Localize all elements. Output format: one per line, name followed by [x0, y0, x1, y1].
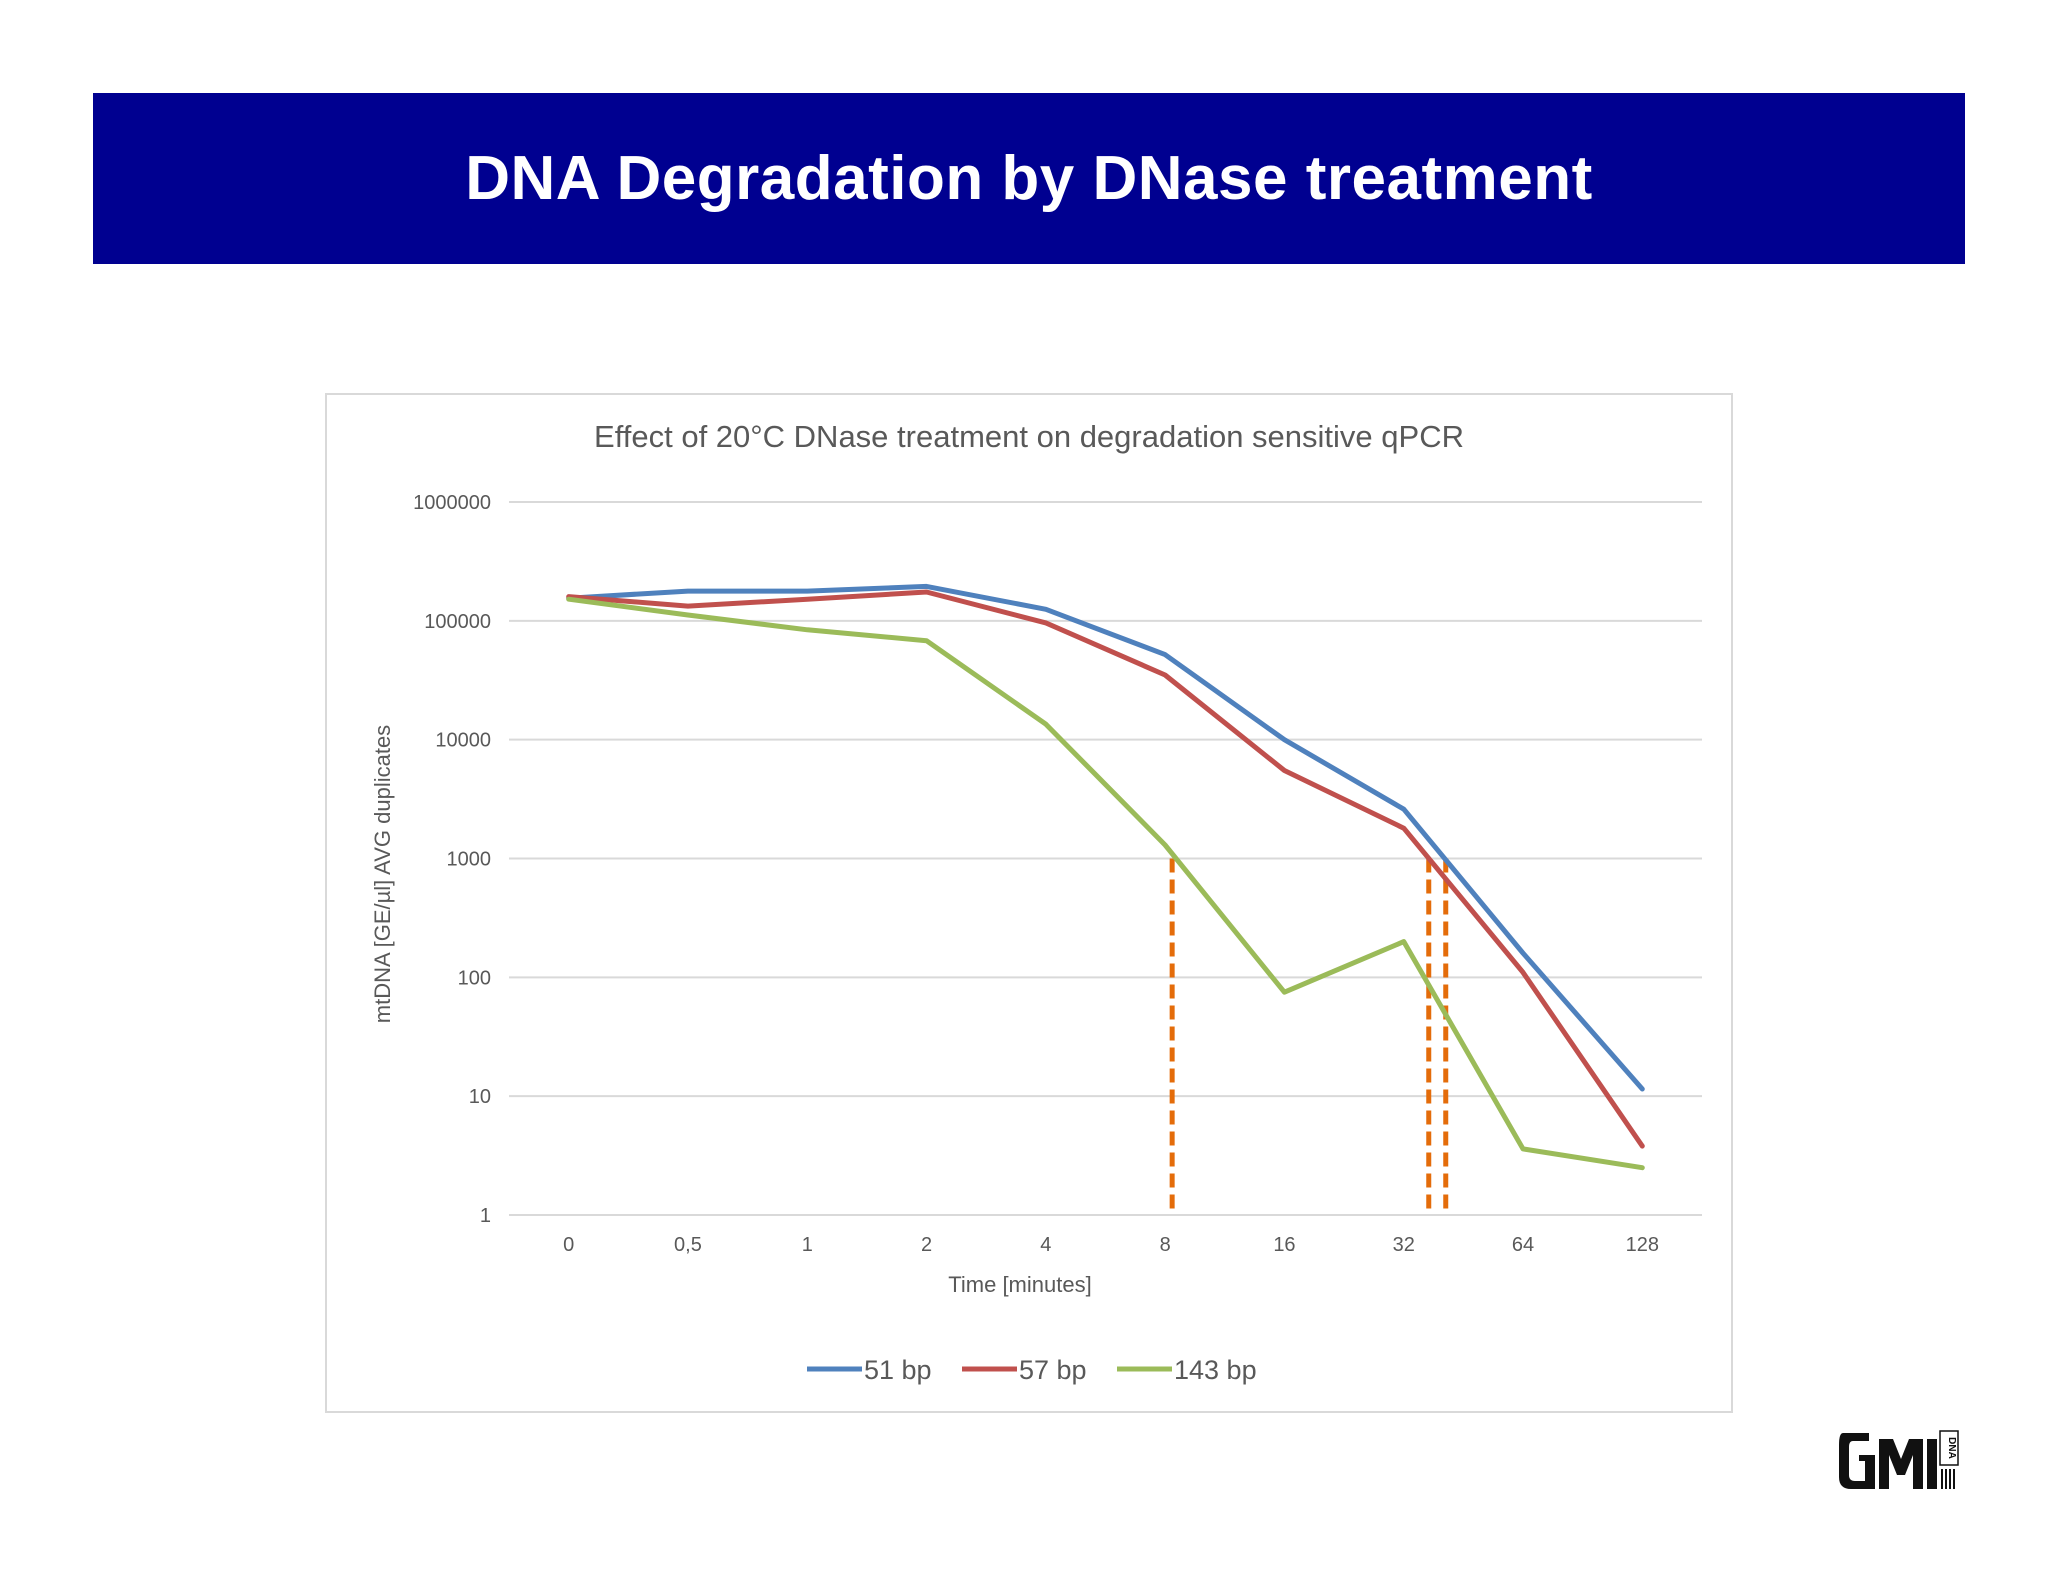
chart-frame: Effect of 20°C DNase treatment on degrad…: [325, 393, 1733, 1413]
y-tick-label: 1000000: [413, 492, 491, 514]
y-tick-label: 100: [458, 967, 491, 989]
y-tick-label: 1000: [447, 849, 492, 871]
legend-label: 51 bp: [864, 1355, 932, 1385]
x-tick-label: 4: [1040, 1234, 1051, 1256]
y-tick-label: 10000: [435, 730, 491, 752]
x-tick-label: 64: [1512, 1234, 1534, 1256]
series-line-143-bp: [566, 596, 1645, 1171]
y-tick-label: 1: [480, 1205, 491, 1227]
chart-title: Effect of 20°C DNase treatment on degrad…: [594, 419, 1464, 454]
x-tick-label: 8: [1160, 1234, 1171, 1256]
legend-label: 57 bp: [1019, 1355, 1087, 1385]
series-line-51-bp: [566, 583, 1645, 1092]
series-line-57-bp: [566, 589, 1645, 1149]
x-tick-label: 128: [1626, 1234, 1659, 1256]
y-tick-label: 100000: [424, 611, 491, 633]
title-banner: DNA Degradation by DNase treatment: [93, 93, 1965, 264]
legend: 51 bp 57 bp 143 bp: [807, 1355, 1257, 1385]
y-tick-label: 10: [469, 1086, 491, 1108]
slide-title: DNA Degradation by DNase treatment: [465, 144, 1593, 213]
x-tick-label: 0,5: [674, 1234, 702, 1256]
gmi-dna-logo: DNA: [1835, 1425, 1965, 1495]
x-tick-label: 2: [921, 1234, 932, 1256]
y-axis-label: mtDNA [GE/µl] AVG duplicates: [370, 725, 395, 1023]
legend-label: 143 bp: [1174, 1355, 1257, 1385]
line-chart: Effect of 20°C DNase treatment on degrad…: [370, 419, 1702, 1385]
svg-text:DNA: DNA: [1946, 1437, 1957, 1459]
x-tick-label: 1: [802, 1234, 813, 1256]
x-axis-label: Time [minutes]: [948, 1272, 1091, 1297]
x-tick-label: 32: [1393, 1234, 1415, 1256]
x-tick-label: 0: [563, 1234, 574, 1256]
x-tick-label: 16: [1273, 1234, 1295, 1256]
